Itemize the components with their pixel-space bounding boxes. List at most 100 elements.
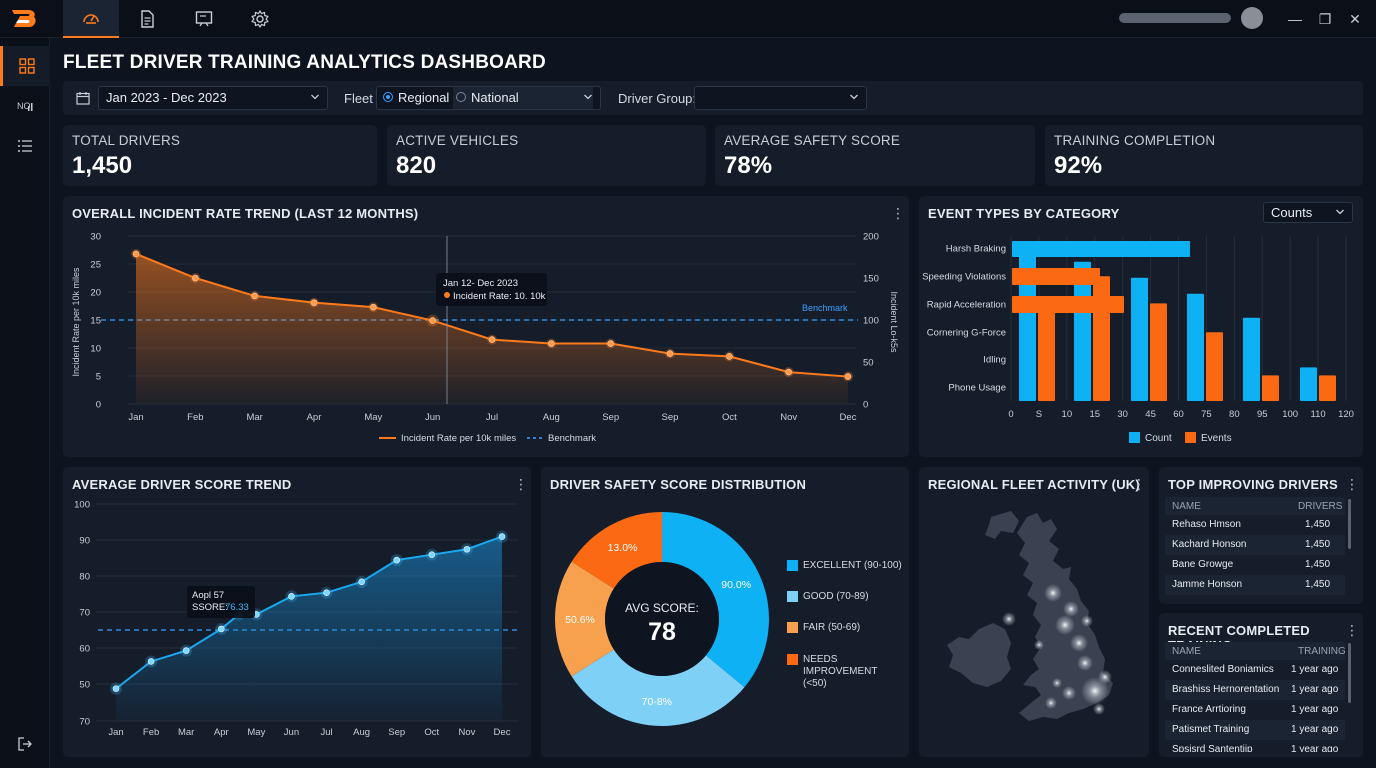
events-bar [1262,375,1279,401]
x-tick-label: 10 [1062,409,1073,420]
panel-title: DRIVER SAFETY SCORE DISTRIBUTION [550,477,807,492]
legend-swatch [787,654,798,665]
sidebar-item-dashboard[interactable] [0,46,50,86]
x-tick-label: 100 [1282,409,1298,420]
close-button[interactable]: ✕ [1349,11,1361,27]
count-bar [1243,317,1260,401]
slice-label: 70-8% [642,696,672,708]
activity-hotspots [1002,584,1112,715]
y-tick-label: 30 [90,232,101,243]
events-bar [1319,375,1336,401]
table-row[interactable]: Brashiss Hernorentation 1 year ago [1165,680,1345,700]
data-point [323,589,330,596]
chart-tooltip: Jan 12- Dec 2023 Incident Rate: 10. 10k [436,273,547,306]
y-tick-label: 20 [90,288,101,299]
logout-icon [18,737,32,751]
legend-incident-rate: Incident Rate per 10k miles [401,433,516,444]
table-header: NAME TRAINING [1165,642,1345,660]
panel-title: EVENT TYPES BY CATEGORY [928,206,1120,221]
x-tick-label: Jul [486,412,498,423]
sidebar-item-list[interactable] [0,126,50,166]
date-range-select[interactable]: Jan 2023 - Dec 2023 [98,86,328,110]
avatar[interactable] [1241,7,1263,29]
counts-dropdown[interactable]: Counts [1263,202,1353,223]
tab-settings[interactable] [232,0,288,38]
fleet-radio-national[interactable] [456,92,466,102]
chart-icon: NO [17,101,33,111]
slice-label: 13.0% [608,542,638,554]
panel-title: OVERALL INCIDENT RATE TREND (LAST 12 MON… [72,206,419,221]
tab-training[interactable] [176,0,232,38]
tooltip-label: SSORE: [192,602,228,613]
data-point [666,350,674,357]
data-point [428,551,436,558]
more-menu-icon[interactable]: ⋮ [1345,476,1359,492]
table-row[interactable]: Conneslited Boniamics 1 year ago [1165,660,1345,680]
x-tick-label: Sep [388,727,405,738]
recent-training-panel: RECENT COMPLETED TRAINING ⋮ NAME TRAININ… [1159,613,1363,757]
fleet-select[interactable]: Regional National [376,86,601,110]
kpi-label: TOTAL DRIVERS [72,133,181,148]
training-time: 1 year ago [1291,724,1339,735]
x-tick-label: Oct [424,727,439,738]
table-row[interactable]: Patismet Training 1 year ago [1165,720,1345,740]
kpi-label: ACTIVE VEHICLES [396,133,519,148]
tooltip-date: Aopl 57 [192,590,224,601]
x-tick-label: Feb [143,727,159,738]
x-tick-label: Mar [246,412,262,423]
kpi-label: AVERAGE SAFETY SCORE [724,133,901,148]
driver-group-select[interactable] [694,86,867,110]
ireland-shape [947,623,1011,687]
y-tick-label: 70 [79,717,90,728]
x-tick-label: 15 [1089,409,1100,420]
training-time: 1 year ago [1291,704,1339,715]
x-tick-label: 0 [1008,409,1013,420]
kpi-label: TRAINING COMPLETION [1054,133,1216,148]
column-header-name: NAME [1172,646,1201,657]
events-bar [1093,276,1110,401]
x-tick-label: Aug [353,727,370,738]
table-row[interactable]: Kachard Honson 1,450 [1165,535,1345,555]
search-bar[interactable] [1119,13,1231,23]
sidebar-item-analytics[interactable]: NO [0,86,50,126]
kpi-active-vehicles: ACTIVE VEHICLES 820 [387,125,706,186]
data-point [393,556,401,564]
x-tick-label: Feb [187,412,203,423]
tab-dashboard[interactable] [63,0,119,38]
kpi-training-completion: TRAINING COMPLETION 92% [1045,125,1363,186]
x-tick-label: Jan [108,727,123,738]
calendar-icon [76,92,90,105]
x-tick-label: May [247,727,265,738]
table-row[interactable]: Spsisrd Santentiip 1 year ago [1165,740,1345,752]
fleet-option-national: National [471,90,519,105]
table-row[interactable]: Rehaso Hmson 1,450 [1165,515,1345,535]
table-row[interactable]: France Arrtioring 1 year ago [1165,700,1345,720]
tab-reports[interactable] [119,0,175,38]
scrollbar[interactable] [1348,643,1351,703]
y-right-tick-label: 50 [863,358,874,369]
legend-swatch [787,560,798,571]
category-label: Idling [983,355,1006,366]
count-bar [1187,293,1204,401]
panel-title: AVERAGE DRIVER SCORE TREND [72,477,292,492]
tooltip-value: 76.33 [225,602,249,613]
table-row[interactable]: Bane Growge 1,450 [1165,555,1345,575]
panel-title: REGIONAL FLEET ACTIVITY (UK) [928,477,1140,492]
minimize-button[interactable]: — [1288,11,1302,27]
fleet-radio-regional[interactable] [383,92,393,102]
legend-good: GOOD (70-89) [803,591,869,602]
more-menu-icon[interactable]: ⋮ [1345,622,1359,638]
more-menu-icon[interactable]: ⋮ [1132,476,1146,492]
y-tick-label: 70 [79,608,90,619]
sidebar-item-logout[interactable] [0,724,50,764]
chevron-down-icon [311,94,319,100]
maximize-button[interactable]: ❐ [1318,11,1332,27]
top-drivers-table: NAME DRIVERS Rehaso Hmson 1,450 Kachard H… [1165,497,1345,597]
y-axis-right-label: Incident Lo-k5s [889,291,899,353]
scrollbar[interactable] [1348,499,1351,549]
donut-slice [555,561,614,677]
uk-map [947,511,1113,721]
y-tick-label: 25 [90,260,101,271]
training-time: 1 year ago [1291,664,1339,675]
table-row[interactable]: Jamme Honson 1,450 [1165,575,1345,595]
